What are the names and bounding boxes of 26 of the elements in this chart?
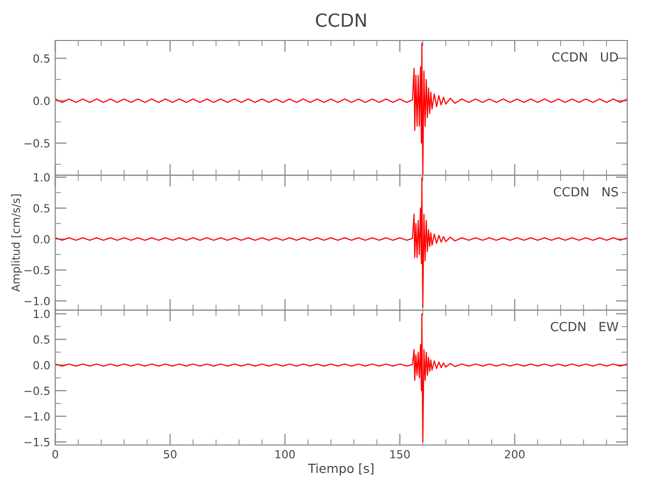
x-axis-title: Tiempo [s] <box>308 463 374 476</box>
y-axis-title: Amplitud [cm/s/s] <box>11 194 22 292</box>
y-tick-label: −1.0 <box>24 412 50 421</box>
annotation: CCDN UD <box>552 52 618 62</box>
y-tick-label: 0.5 <box>33 204 50 212</box>
x-tick-label: 100 <box>276 450 295 458</box>
x-tick-label: 150 <box>390 450 410 458</box>
y-tick-label: 1.0 <box>34 173 50 182</box>
y-tick-label: −0.5 <box>24 139 50 148</box>
chart-title: CCDN <box>316 13 366 27</box>
annotation: CCDN EW <box>550 322 618 332</box>
y-tick-label: −0.5 <box>24 386 50 396</box>
y-tick-label: 1.0 <box>34 310 50 318</box>
annotation: CCDN NS <box>554 187 618 196</box>
y-tick-label: −1.0 <box>24 296 50 306</box>
x-tick-label: 0 <box>52 450 58 458</box>
y-tick-label: −0.5 <box>24 266 50 274</box>
y-tick-label: 0.5 <box>33 335 50 344</box>
y-tick-label: 0.0 <box>33 361 50 370</box>
y-tick-label: 0.0 <box>33 235 50 244</box>
x-tick-label: 200 <box>504 450 525 458</box>
line-series <box>55 313 628 442</box>
y-tick-label: −1.5 <box>24 438 50 446</box>
x-tick-label: 50 <box>164 450 176 458</box>
y-tick-label: 0.5 <box>33 54 50 63</box>
y-tick-label: 0.0 <box>33 96 50 106</box>
